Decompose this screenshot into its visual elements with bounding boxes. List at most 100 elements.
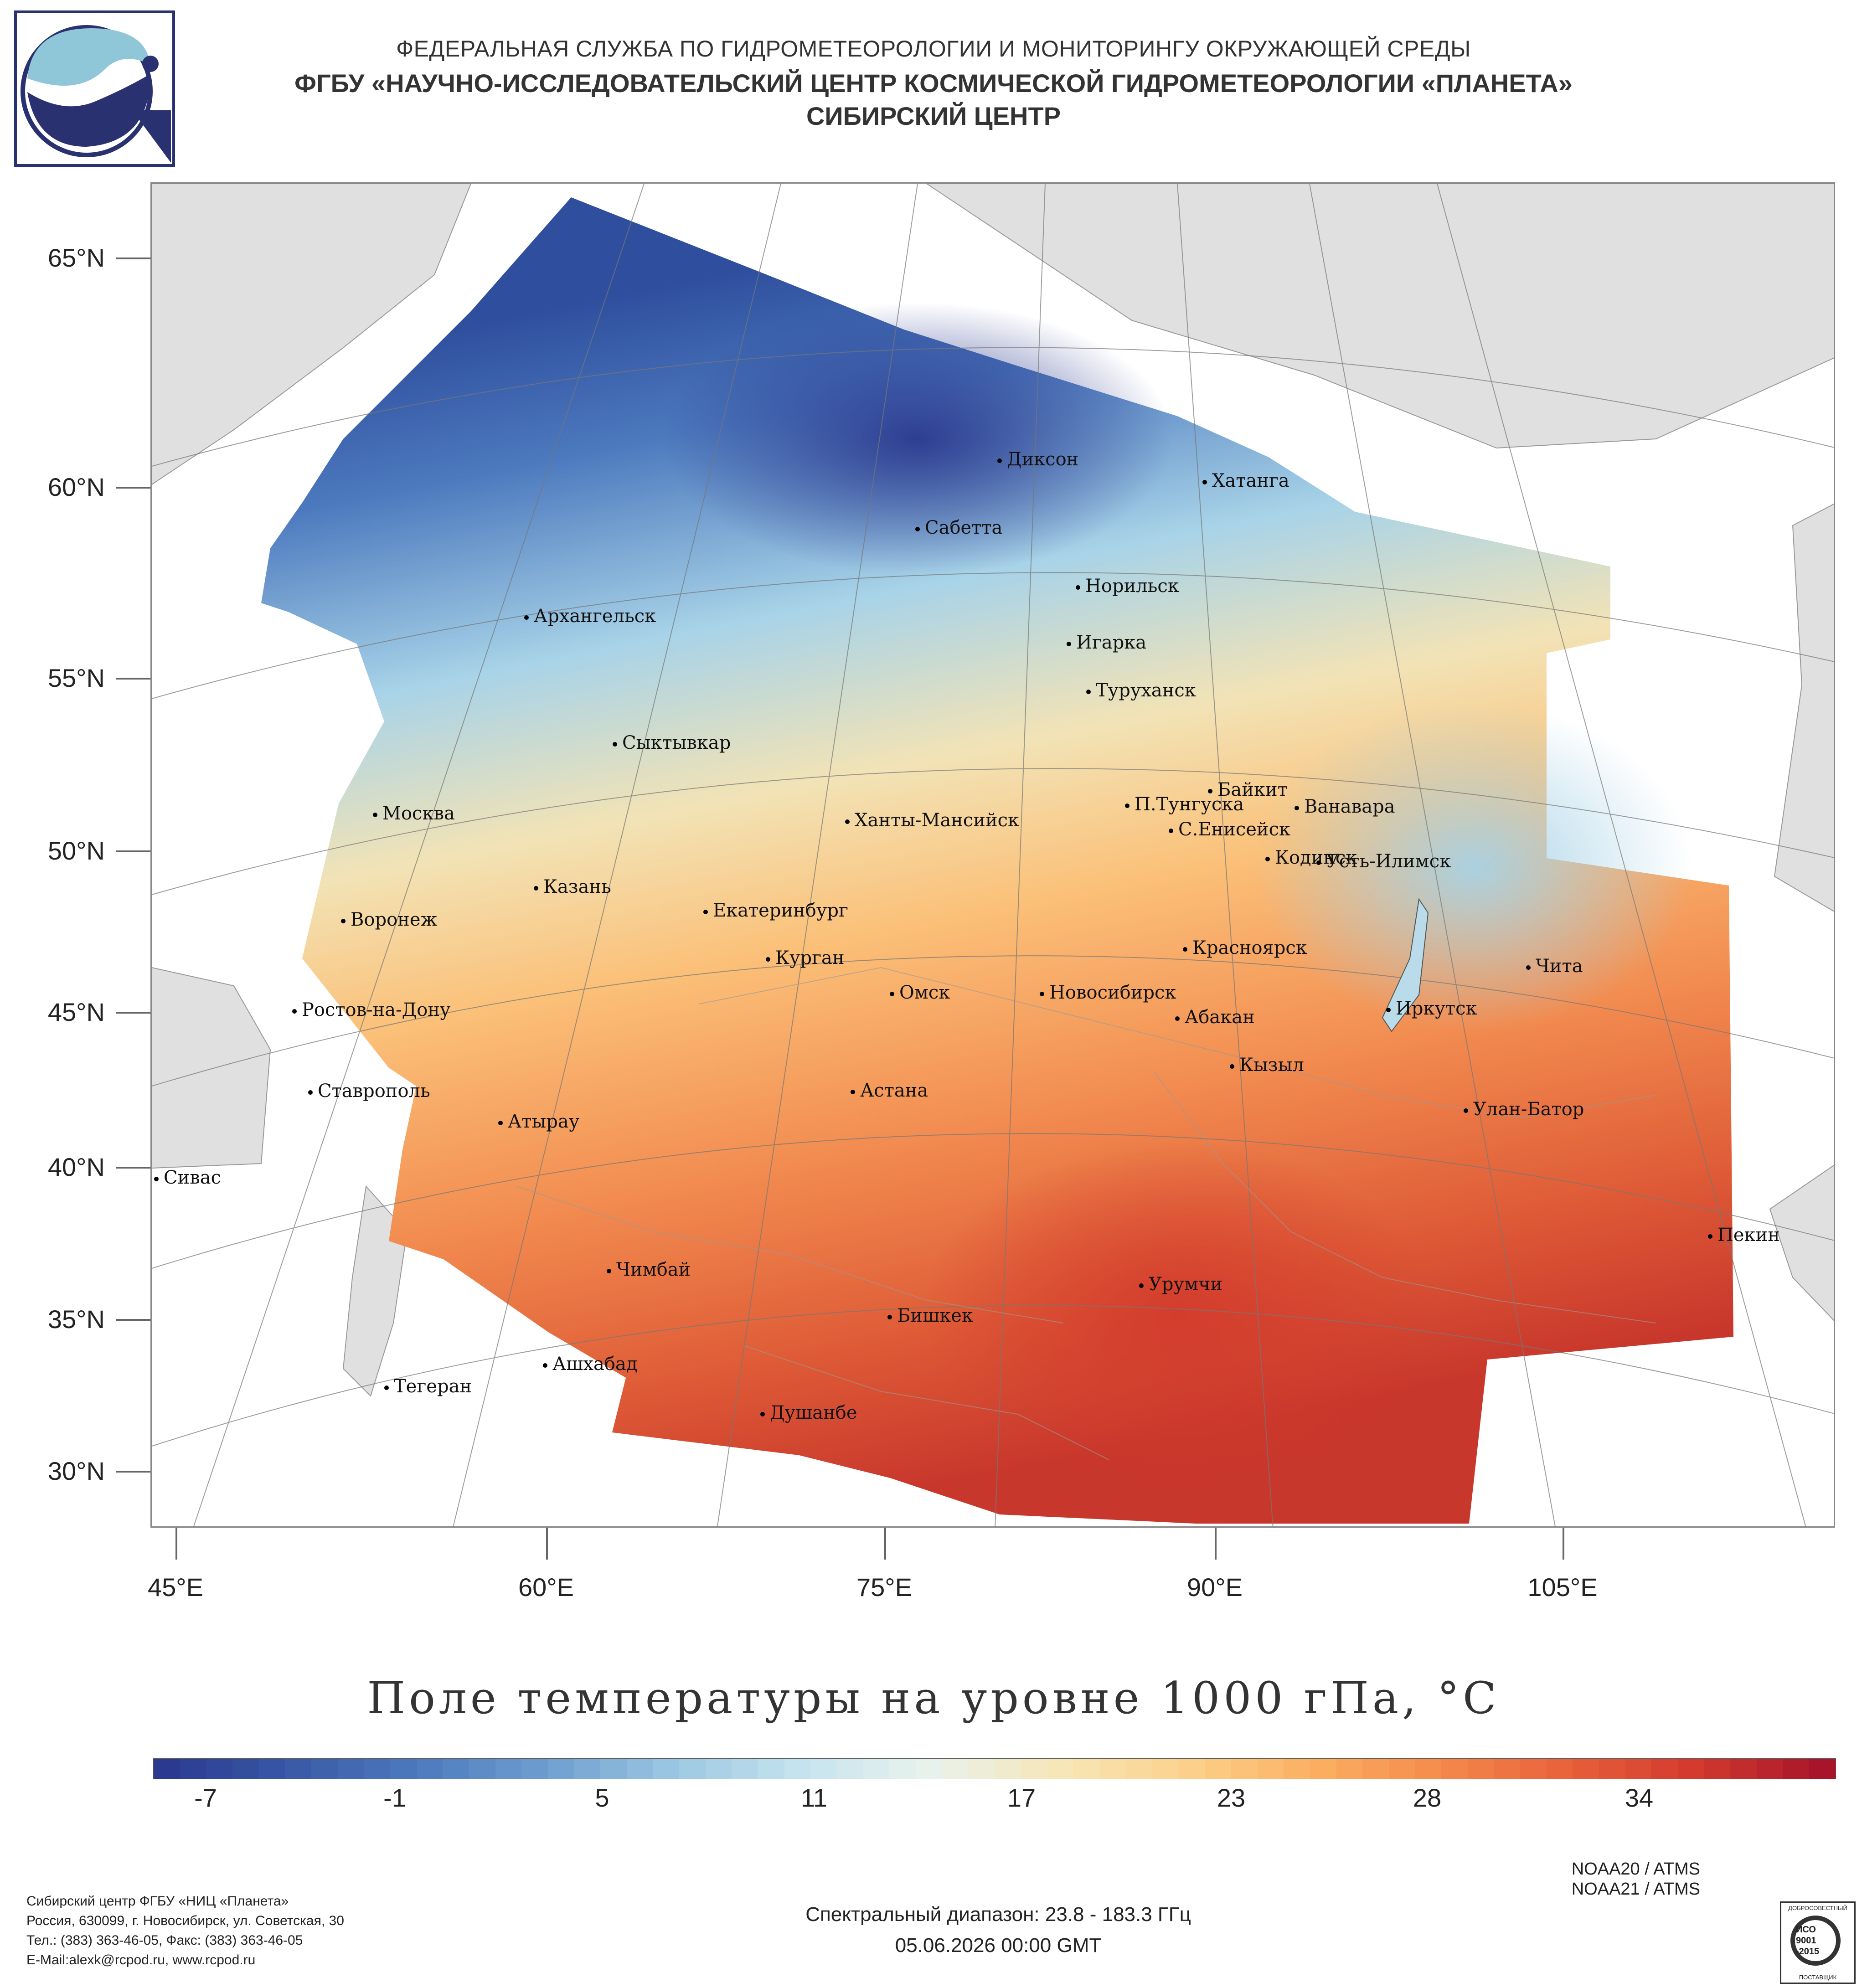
colorbar-segment (732, 1759, 758, 1779)
city-marker (1067, 642, 1071, 646)
colorbar-segment (1310, 1759, 1336, 1779)
satellite-label-2: NOAA21 / ATMS (1571, 1880, 1700, 1899)
colorbar-segment (258, 1759, 285, 1779)
city-marker (1169, 829, 1173, 833)
city-marker (760, 1412, 765, 1416)
header-line-3: СИБИРСКИЙ ЦЕНТР (806, 102, 1061, 130)
city-label: Сабетта (925, 517, 1003, 538)
city-marker (524, 615, 529, 620)
lat-label: 55°N (47, 664, 105, 692)
planeta-logo (14, 10, 175, 167)
satellite-label-1: NOAA20 / ATMS (1571, 1859, 1700, 1879)
city-marker (1183, 947, 1187, 952)
city-marker (1708, 1234, 1712, 1239)
city-marker (1125, 803, 1129, 808)
lat-tick (116, 1471, 150, 1473)
colorbar-segment (180, 1759, 206, 1779)
header-line-2: ФГБУ «НАУЧНО-ИССЛЕДОВАТЕЛЬСКИЙ ЦЕНТР КОС… (294, 69, 1573, 98)
city-marker (766, 957, 770, 962)
city-marker (613, 742, 617, 747)
observation-datetime: 05.06.2026 00:00 GMT (895, 1934, 1102, 1957)
colorbar-segment (443, 1759, 469, 1779)
lat-label: 45°N (47, 998, 105, 1026)
city-marker (1230, 1064, 1234, 1069)
lon-tick (546, 1528, 548, 1560)
city-label: Душанбе (770, 1402, 857, 1423)
city-marker (292, 1009, 297, 1014)
city-label: Чита (1536, 956, 1583, 977)
city-label: Абакан (1185, 1007, 1255, 1028)
temperature-field (261, 197, 1733, 1524)
colorbar (153, 1758, 1836, 1779)
colorbar-segment (547, 1759, 574, 1779)
spectral-range: Спектральный диапазон: 23.8 - 183.3 ГГц (805, 1903, 1191, 1926)
colorbar-segment (758, 1759, 784, 1779)
map-title: Поле температуры на уровне 1000 гПа, °C (367, 1673, 1500, 1724)
footer-org-line-2: Россия, 630099, г. Новосибирск, ул. Сове… (26, 1913, 344, 1928)
city-marker (1202, 480, 1207, 484)
colorbar-segment (469, 1759, 495, 1779)
city-label: Ханты-Мансийск (855, 810, 1020, 831)
city-marker (1295, 806, 1299, 810)
city-marker (373, 813, 377, 817)
city-marker (1316, 860, 1321, 865)
city-label: Астана (860, 1080, 928, 1101)
city-label: Хатанга (1212, 470, 1289, 491)
colorbar-segment (705, 1759, 732, 1779)
colorbar-segment (390, 1759, 417, 1779)
land-southeast (1769, 1164, 1834, 1321)
lon-label: 90°E (1186, 1573, 1243, 1602)
colorbar-segment (1284, 1759, 1310, 1779)
city-label: Красноярск (1192, 937, 1307, 958)
lat-label: 50°N (47, 836, 105, 865)
city-marker (498, 1121, 503, 1125)
city-marker (890, 992, 894, 996)
colorbar-segment (1809, 1759, 1836, 1779)
lat-tick (116, 678, 150, 680)
land-caspian-west (152, 967, 271, 1169)
colorbar-segment (942, 1759, 969, 1779)
city-label: Ставрополь (318, 1081, 430, 1102)
city-marker (1175, 1016, 1180, 1021)
iso-badge-2015: -2015 (1796, 1947, 1820, 1957)
iso-badge-9001: 9001 (1796, 1936, 1816, 1946)
city-label: Ванавара (1304, 796, 1395, 817)
city-label: Тегеран (394, 1376, 472, 1397)
city-marker (154, 1177, 159, 1181)
city-marker (1386, 1008, 1391, 1012)
land-northwest (152, 184, 472, 485)
colorbar-segment (1573, 1759, 1599, 1779)
colorbar-segment (574, 1759, 601, 1779)
colorbar-tick-label: 34 (1625, 1783, 1654, 1812)
city-label: Улан-Батор (1473, 1099, 1584, 1120)
lat-tick (116, 487, 150, 489)
city-label: Сивас (164, 1167, 222, 1188)
city-marker (607, 1269, 611, 1273)
city-label: Екатеринбург (713, 900, 848, 921)
colorbar-segment (1520, 1759, 1547, 1779)
colorbar-segment (416, 1759, 443, 1779)
colorbar-segment (889, 1759, 916, 1779)
colorbar-tick-label: 23 (1217, 1783, 1246, 1812)
lat-label: 60°N (47, 473, 105, 501)
footer-org-line-1: Сибирский центр ФГБУ «НИЦ «Планета» (26, 1894, 289, 1909)
iso-badge-top: ДОБРОСОВЕСТНЫЙ (1788, 1905, 1847, 1911)
land-east (1774, 503, 1834, 912)
colorbar-segment (600, 1759, 627, 1779)
city-label: Иркутск (1396, 998, 1477, 1019)
city-marker (341, 919, 346, 923)
city-marker (851, 1090, 855, 1094)
footer-org-line-4: E-Mail:alexk@rcpod.ru, www.rcpod.ru (26, 1952, 256, 1967)
city-label: Архангельск (534, 606, 656, 627)
colorbar-segment (916, 1759, 942, 1779)
city-marker (1265, 857, 1270, 861)
colorbar-segment (285, 1759, 311, 1779)
colorbar-segment (1099, 1759, 1126, 1779)
city-label: Туруханск (1096, 680, 1196, 701)
city-label: Омск (899, 982, 950, 1003)
colorbar-segment (1678, 1759, 1704, 1779)
temperature-map: Диксон Хатанга Сабетта Норильск Архангельск И… (150, 182, 1835, 1528)
city-label: Бишкек (897, 1305, 973, 1326)
lat-tick (116, 1012, 150, 1014)
city-label: Курган (775, 948, 845, 968)
